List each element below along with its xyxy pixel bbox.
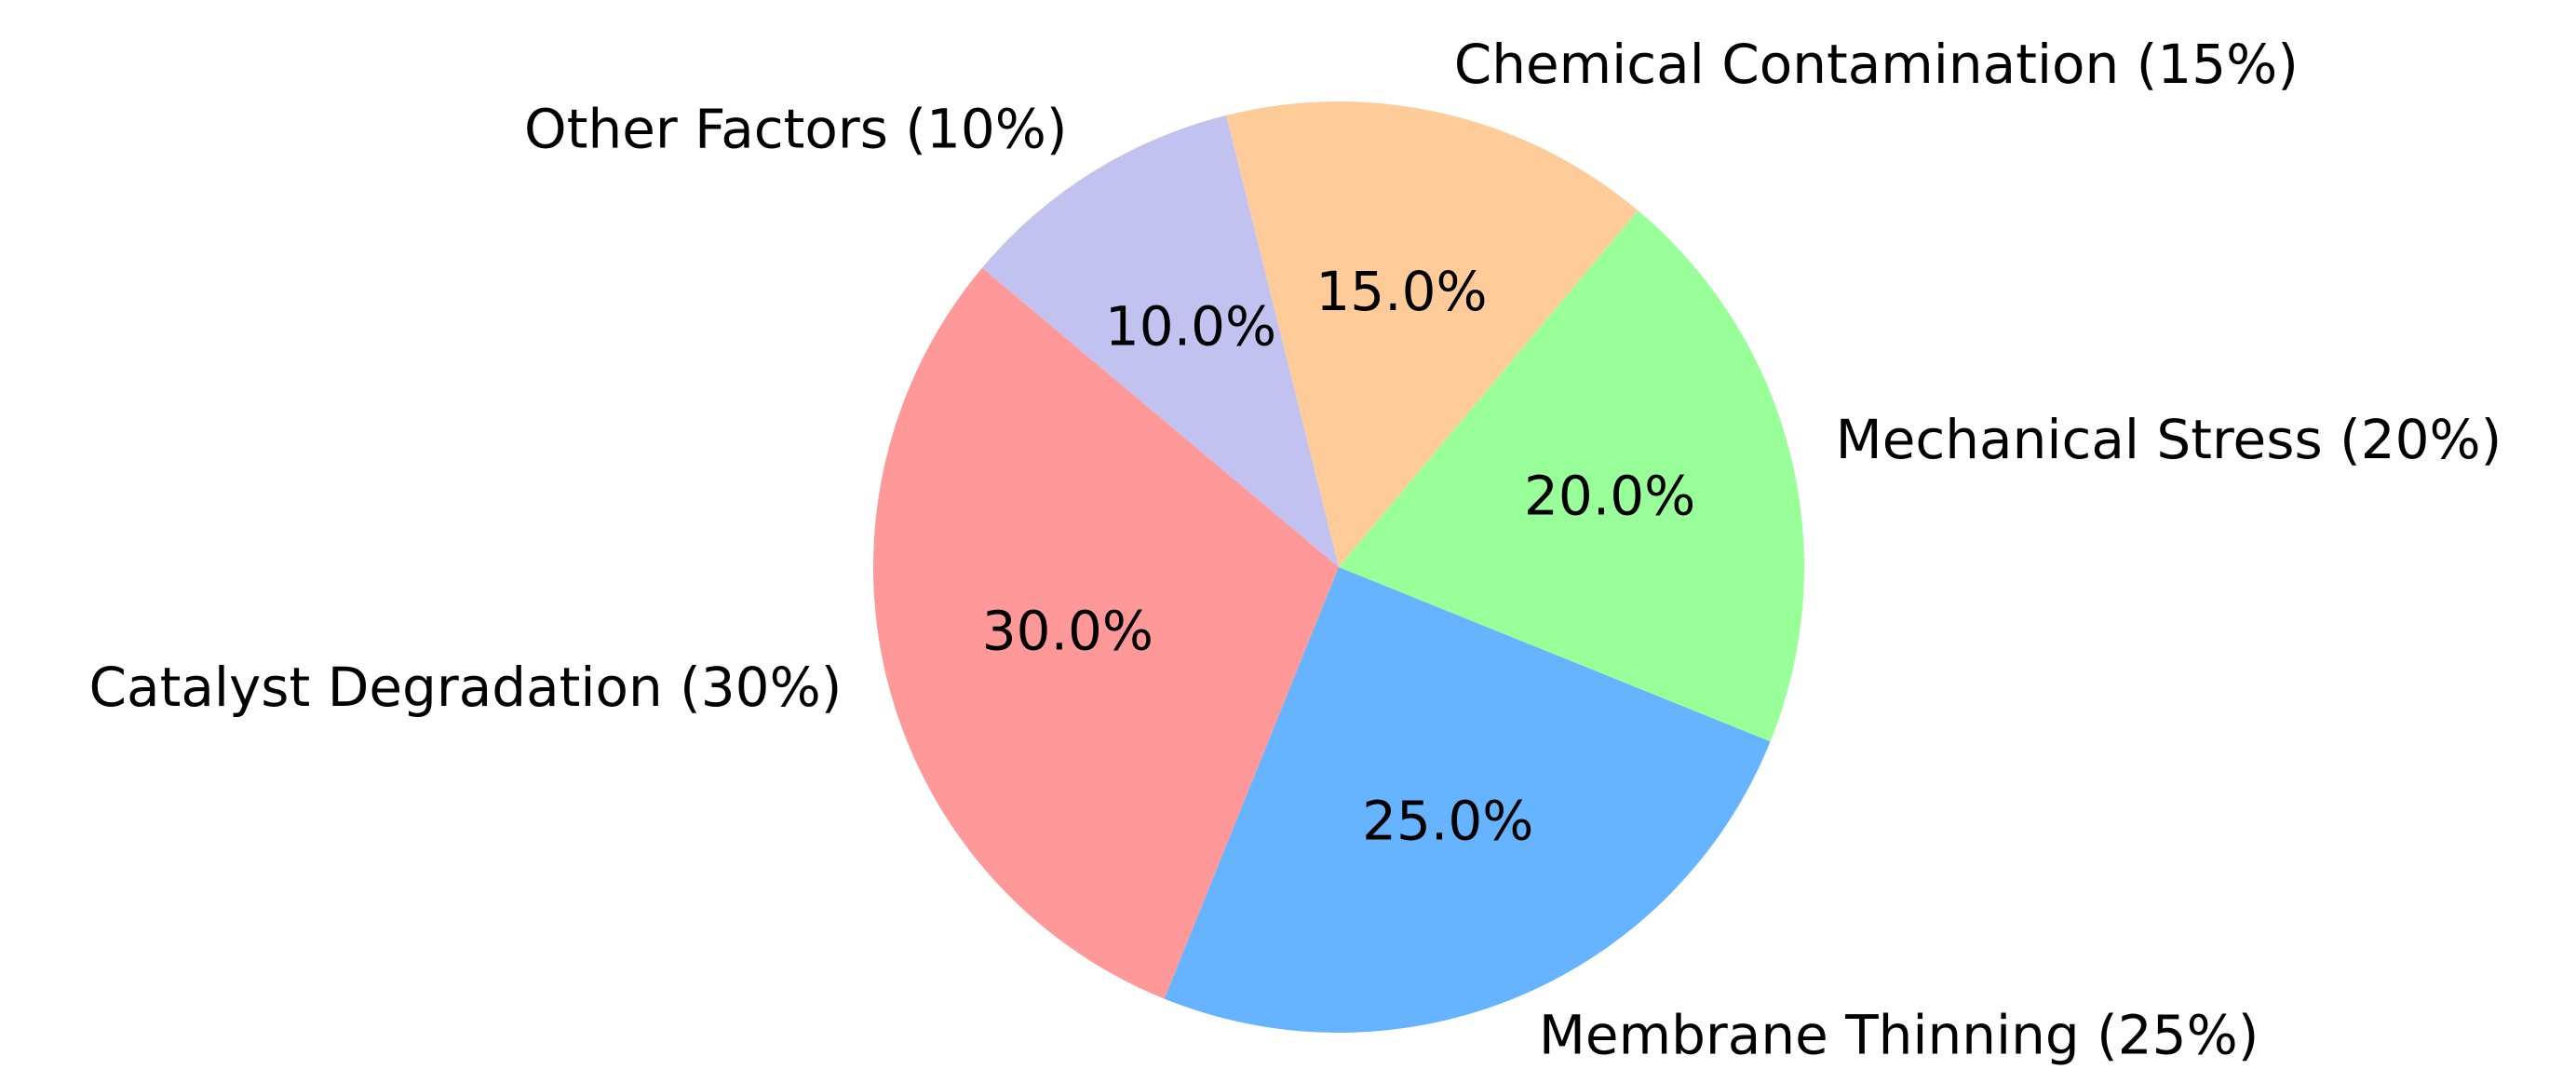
percent-label: 25.0% — [1362, 789, 1533, 852]
percent-label: 10.0% — [1105, 295, 1276, 359]
slice-label: Other Factors (10%) — [524, 98, 1067, 161]
slice-label: Membrane Thinning (25%) — [1539, 1003, 2259, 1066]
pie-slice — [1164, 567, 1771, 1033]
percent-label: 30.0% — [982, 600, 1153, 663]
slice-label: Chemical Contamination (15%) — [1454, 33, 2299, 96]
pie-slice — [1226, 102, 1639, 567]
pie-slice — [873, 267, 1339, 999]
pie-slice — [981, 115, 1339, 567]
slice-label: Catalyst Degradation (30%) — [89, 656, 843, 719]
percent-label: 20.0% — [1524, 465, 1695, 528]
percent-label: 15.0% — [1315, 260, 1487, 323]
pie-slice — [1339, 210, 1805, 742]
slice-label: Mechanical Stress (20%) — [1836, 408, 2502, 471]
